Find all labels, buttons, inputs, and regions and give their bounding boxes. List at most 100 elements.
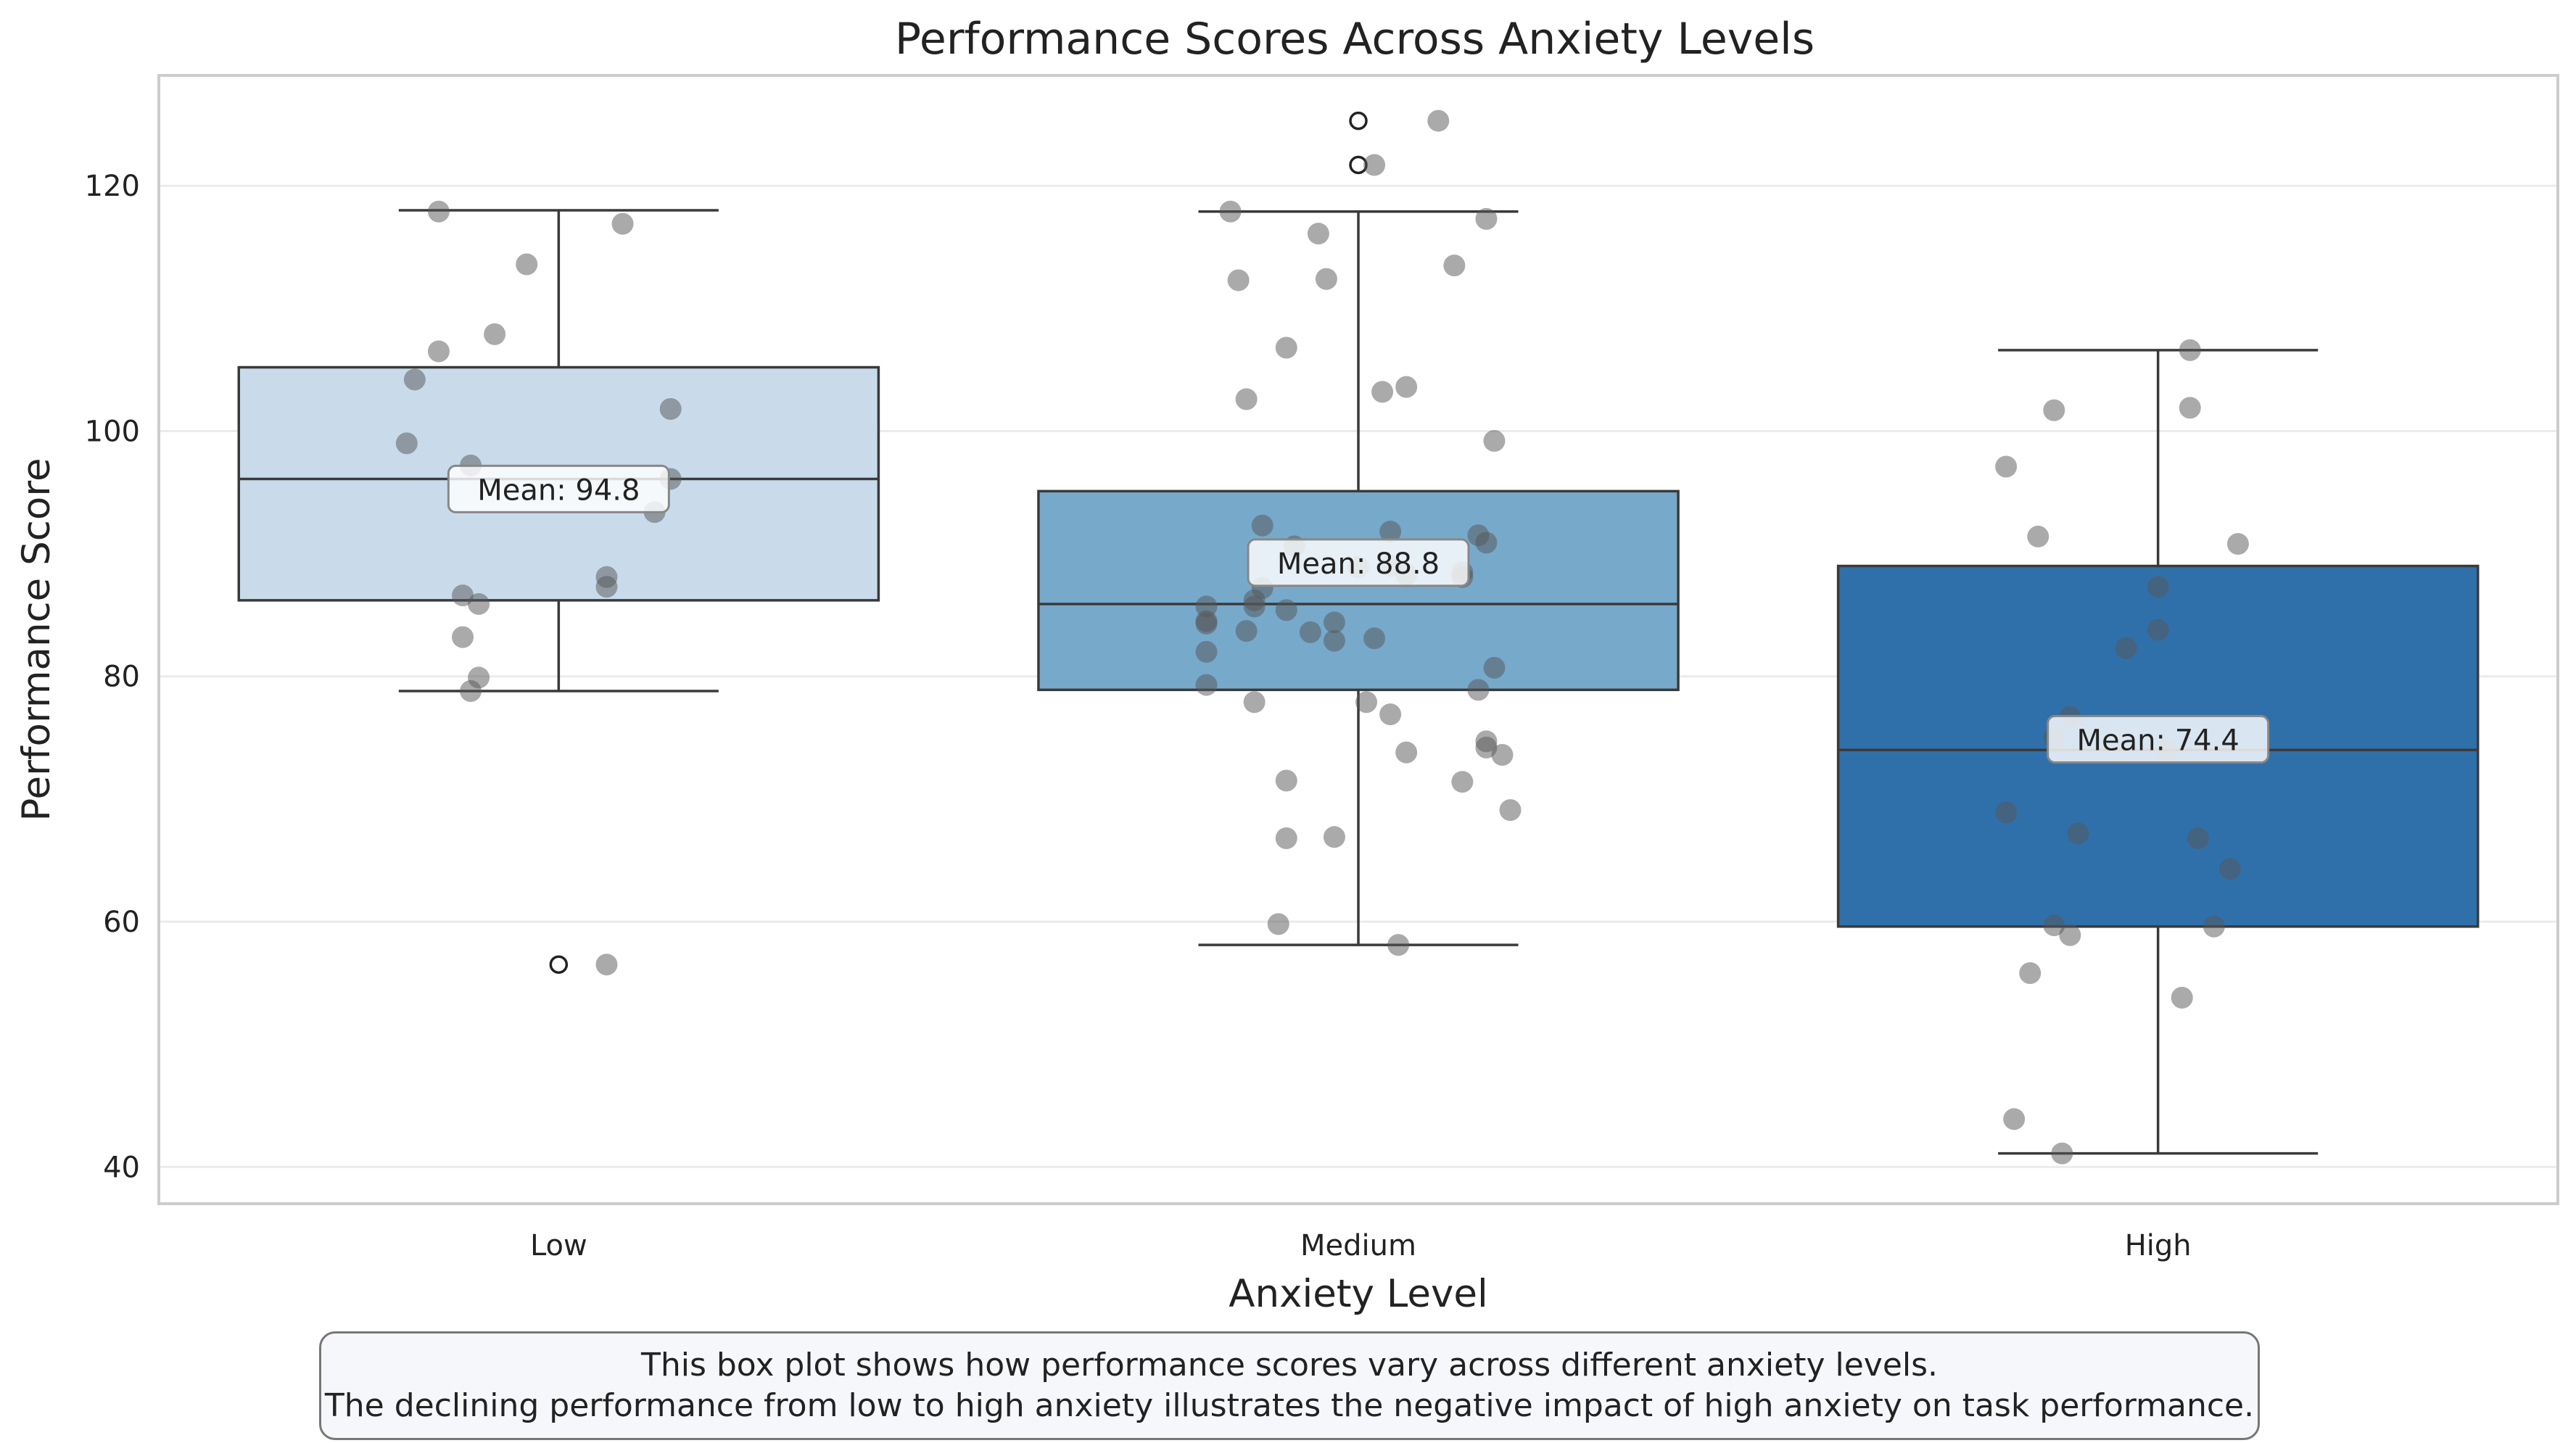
data-point [1371,381,1394,403]
mean-label: Mean: 94.8 [447,464,670,513]
data-point [1363,627,1386,650]
y-tick-label: 40 [103,1151,140,1184]
x-tick-label: High [2125,1229,2192,1262]
data-point [1219,200,1242,223]
mean-label-text: Mean: 94.8 [477,474,640,507]
data-point [1483,430,1506,452]
data-point [595,576,618,598]
box-low [237,365,880,602]
data-point [1475,532,1498,554]
data-point [2218,858,2241,880]
data-point [516,253,538,276]
data-point [1307,223,1329,245]
plot-area-frame [157,74,2559,1205]
y-tick-label: 80 [103,661,140,694]
data-point [659,398,682,421]
data-point [1395,376,1418,398]
x-axis-label: Anxiety Level [1229,1272,1487,1316]
data-point [1995,801,2018,824]
y-axis-label: Performance Score [15,458,59,821]
data-point [1323,629,1345,652]
data-point [1475,207,1498,230]
y-tick-labels: 40 60 80 100 120 [85,170,140,1184]
data-point [460,680,482,703]
outlier-marker [549,955,569,974]
data-point [1267,913,1289,935]
data-point [1323,611,1345,634]
mean-label: Mean: 74.4 [2047,714,2270,764]
data-point [468,592,490,615]
data-point [2059,924,2081,946]
data-point [1275,769,1297,792]
data-point [1483,656,1506,679]
y-tick-label: 60 [103,906,140,939]
data-point [2147,619,2169,641]
boxes-layer [237,111,2480,1155]
mean-labels-layer: Mean: 94.8 Mean: 88.8 Mean: 74.4 [447,464,2270,764]
y-tick-label: 100 [85,415,140,448]
mean-label-box [1247,538,1470,587]
data-point [1491,743,1514,766]
mean-label-text: Mean: 88.8 [1277,547,1440,581]
data-point [2051,1142,2073,1165]
data-point [1195,674,1218,696]
data-point [1315,268,1337,290]
data-point [452,626,474,648]
outlier-marker [1349,111,1368,131]
mean-label: Mean: 88.8 [1247,538,1470,587]
x-tick-label: Low [530,1229,587,1262]
data-point [1467,679,1490,701]
data-point [2027,525,2049,547]
data-point [1195,613,1218,635]
data-point [1227,269,1250,292]
data-point [1499,799,1522,822]
x-tick-label: Medium [1300,1229,1416,1262]
data-point [2067,822,2089,845]
data-point [395,432,418,455]
data-point [2115,637,2137,659]
data-point [484,323,506,345]
y-tick-label: 120 [85,170,140,203]
data-point [611,212,634,235]
data-point [2043,399,2065,421]
data-point [2179,397,2201,419]
caption-line-1: This box plot shows how performance scor… [640,1347,1939,1384]
data-point [1299,621,1321,643]
strip-points-layer [395,109,2249,1165]
data-point [1379,521,1402,543]
data-point [1275,827,1297,849]
data-point [2203,915,2225,938]
data-point [2187,827,2209,849]
data-point [2043,914,2065,937]
data-point [1323,826,1345,848]
data-point [1275,599,1297,621]
data-point [1243,691,1266,714]
data-point [427,340,450,363]
data-point [427,200,450,223]
data-point [1195,640,1218,663]
data-point [2003,1108,2026,1130]
data-point [2147,576,2169,598]
data-point [1995,455,2018,478]
chart-title: Performance Scores Across Anxiety Levels [895,14,1815,65]
data-point [1275,336,1297,359]
data-point [1387,934,1410,956]
data-point [1395,741,1418,764]
data-point [1235,620,1258,642]
data-point [595,954,618,976]
x-tick-labels: Low Medium High [530,1229,2192,1262]
data-point [2226,533,2249,555]
box-medium [1037,489,1680,692]
data-point [1379,703,1402,726]
data-point [1363,154,1386,176]
data-point [2171,986,2193,1009]
data-point [452,584,474,607]
data-point [1451,771,1474,793]
data-point [1443,255,1466,277]
data-point [403,368,426,391]
data-point [1251,514,1273,537]
mean-label-text: Mean: 74.4 [2077,724,2239,757]
data-point [1427,109,1450,132]
data-point [1243,595,1266,618]
mean-label-box [447,464,670,513]
